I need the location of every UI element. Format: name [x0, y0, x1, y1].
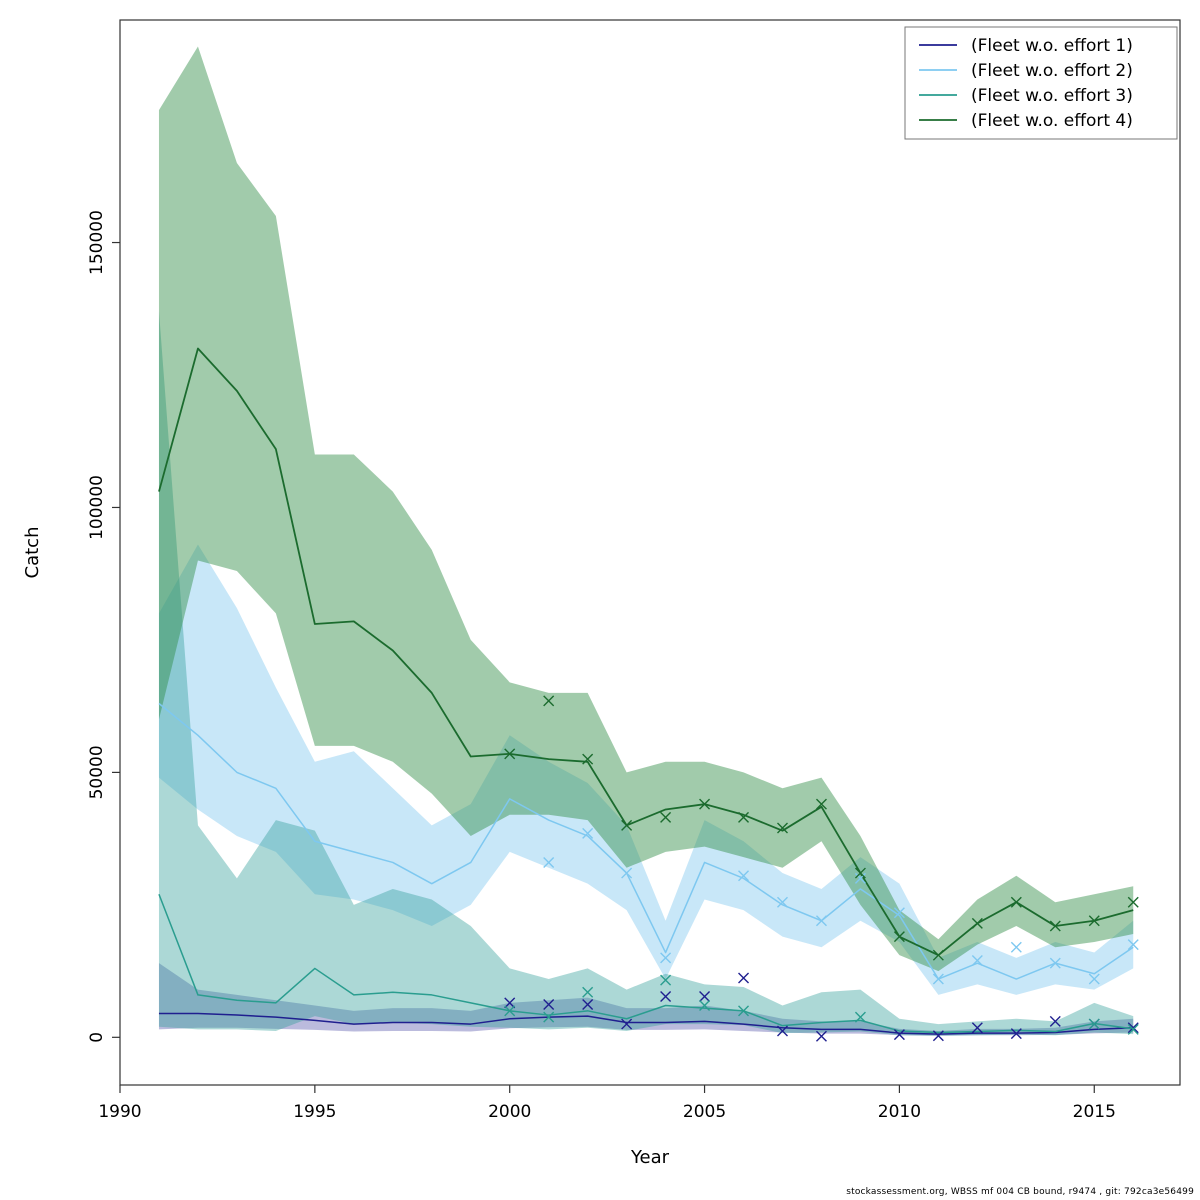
observation-cross-fleet-3 [1088, 1018, 1100, 1030]
estimate-line-fleet-1 [158, 1012, 1134, 1035]
observation-cross-fleet-4 [1127, 896, 1139, 908]
observation-cross-fleet-3 [854, 1011, 866, 1023]
observation-cross-fleet-2 [932, 973, 944, 985]
observation-cross-fleet-2 [582, 827, 594, 839]
observation-cross-fleet-2 [971, 954, 983, 966]
estimate-line-fleet-2 [158, 702, 1134, 980]
observation-cross-fleet-2 [893, 907, 905, 919]
legend-label-fleet-2: (Fleet w.o. effort 2) [971, 61, 1133, 81]
observation-cross-fleet-2 [777, 896, 788, 908]
observation-cross-fleet-4 [971, 917, 983, 929]
observation-cross-fleet-2 [1010, 941, 1022, 953]
observation-cross-fleet-4 [543, 695, 555, 707]
observation-cross-fleet-1 [699, 991, 711, 1003]
observation-cross-fleet-4 [777, 822, 788, 834]
observation-cross-fleet-2 [660, 952, 672, 964]
legend-label-fleet-3: (Fleet w.o. effort 3) [971, 86, 1133, 106]
observation-cross-fleet-1 [971, 1022, 983, 1034]
observation-cross-fleet-1 [1127, 1022, 1139, 1034]
confidence-band-fleet-3 [158, 311, 1134, 1036]
observation-cross-fleet-1 [893, 1029, 905, 1041]
observation-cross-fleet-1 [543, 998, 555, 1010]
observation-cross-fleet-1 [660, 991, 672, 1003]
observation-cross-fleet-4 [621, 819, 633, 831]
observation-cross-fleet-1 [815, 1030, 827, 1042]
observation-cross-fleet-1 [504, 997, 516, 1009]
observation-cross-fleet-2 [815, 915, 827, 927]
legend-label-fleet-4: (Fleet w.o. effort 4) [971, 111, 1133, 131]
observation-cross-fleet-4 [504, 748, 516, 760]
plot-area-border [119, 19, 1181, 1086]
observation-cross-fleet-2 [854, 872, 866, 884]
observation-cross-fleet-1 [582, 998, 594, 1010]
estimate-line-fleet-3 [158, 893, 1134, 1034]
observation-cross-fleet-4 [1010, 896, 1022, 908]
observation-cross-fleet-3 [738, 1005, 750, 1017]
observation-cross-fleet-3 [543, 1011, 555, 1023]
confidence-band-fleet-1 [158, 963, 1134, 1036]
x-axis-tick-label: 2005 [683, 1102, 726, 1122]
observation-cross-fleet-2 [621, 867, 633, 879]
observation-cross-fleet-1 [1049, 1015, 1061, 1027]
observation-cross-fleet-4 [932, 949, 944, 961]
confidence-band-fleet-4 [158, 46, 1134, 972]
observation-cross-fleet-1 [932, 1030, 944, 1042]
observation-cross-fleet-4 [854, 867, 866, 879]
observation-cross-fleet-4 [699, 798, 711, 810]
observation-cross-fleet-4 [582, 753, 594, 765]
observation-cross-fleet-1 [738, 972, 750, 984]
x-axis-title: Year [630, 1147, 670, 1168]
x-axis-tick-label: 1990 [98, 1102, 141, 1122]
observation-cross-fleet-2 [1127, 939, 1139, 951]
x-axis-tick-label: 1995 [293, 1102, 336, 1122]
x-axis-tick-label: 2000 [488, 1102, 531, 1122]
confidence-band-fleet-2 [158, 544, 1134, 995]
observation-cross-fleet-3 [504, 1005, 516, 1017]
x-axis-tick-label: 2015 [1073, 1102, 1116, 1122]
estimate-line-fleet-4 [158, 347, 1134, 957]
y-axis-tick-label: 150000 [87, 210, 107, 275]
observation-cross-fleet-3 [699, 1000, 711, 1012]
observation-cross-fleet-2 [738, 870, 750, 882]
legend-label-fleet-1: (Fleet w.o. effort 1) [971, 36, 1133, 56]
observation-cross-fleet-1 [777, 1025, 788, 1037]
observation-cross-fleet-3 [1127, 1023, 1139, 1035]
observation-cross-fleet-4 [738, 811, 750, 823]
observation-cross-fleet-2 [1049, 957, 1061, 969]
x-axis-tick-label: 2010 [878, 1102, 921, 1122]
source-attribution: stockassessment.org, WBSS mf 004 CB boun… [846, 1187, 1194, 1197]
observation-cross-fleet-4 [1049, 920, 1061, 932]
y-axis-tick-label: 100000 [87, 475, 107, 540]
observation-cross-fleet-2 [1088, 973, 1100, 985]
observation-cross-fleet-3 [660, 974, 672, 986]
observation-cross-fleet-1 [1010, 1028, 1022, 1040]
observation-cross-fleet-4 [815, 798, 827, 810]
observation-cross-fleet-1 [621, 1018, 633, 1030]
y-axis-tick-label: 50000 [87, 745, 107, 799]
y-axis-title: Catch [22, 527, 43, 579]
observation-cross-fleet-4 [893, 931, 905, 943]
observation-cross-fleet-4 [1088, 915, 1100, 927]
y-axis-tick-label: 0 [87, 1032, 107, 1043]
observation-cross-fleet-2 [543, 856, 555, 868]
observation-cross-fleet-3 [582, 986, 594, 998]
observation-cross-fleet-4 [660, 811, 672, 823]
